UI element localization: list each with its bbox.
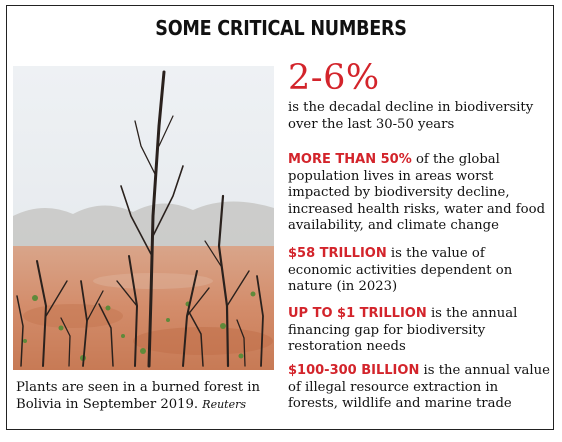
stat-4: UP TO $1 TRILLION is the annual financin… [288, 306, 550, 356]
stat-2-value: MORE THAN 50% [288, 152, 412, 167]
stat-4-text: is the annual financing gap for biodiver… [288, 306, 518, 354]
infobox-title: SOME CRITICAL NUMBERS [155, 16, 407, 40]
stat-3: $58 TRILLION is the value of economic ac… [288, 246, 550, 296]
stat-5-value: $100-300 BILLION [288, 363, 420, 378]
stat-2-text: of the global population lives in areas … [288, 152, 546, 233]
burned-forest-photo [13, 66, 274, 370]
stat-2: MORE THAN 50% of the global population l… [288, 152, 550, 235]
stat-1-text: is the decadal decline in biodiversity o… [288, 100, 534, 132]
stat-5: $100-300 BILLION is the annual value of … [288, 363, 550, 413]
infobox-frame [6, 5, 554, 430]
photo-caption: Plants are seen in a burned forest in Bo… [16, 379, 278, 413]
stat-1-value: 2-6% [288, 58, 380, 98]
stat-3-text: is the value of economic activities depe… [288, 246, 513, 294]
stat-4-value: UP TO $1 TRILLION [288, 306, 427, 321]
stat-3-value: $58 TRILLION [288, 246, 387, 261]
photo-caption-text: Plants are seen in a burned forest in Bo… [16, 380, 260, 412]
stat-5-text: is the annual value of illegal resource … [288, 363, 550, 411]
photo-credit: Reuters [202, 398, 246, 411]
